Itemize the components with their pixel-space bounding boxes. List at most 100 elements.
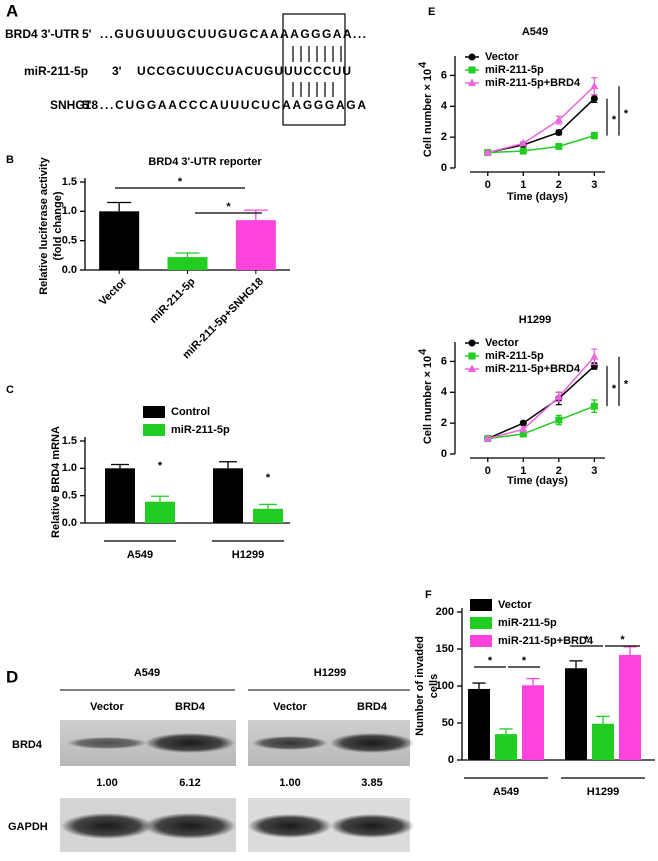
blot-band bbox=[145, 733, 235, 753]
panel-letter: E bbox=[428, 6, 435, 18]
sequence-panel: A BRD4 3'-UTR 5' ...GUGUUUGCUUGUGCAAAAGG… bbox=[5, 1, 366, 126]
panel-letter: A bbox=[6, 1, 18, 20]
marker bbox=[590, 402, 598, 410]
panel-letter: F bbox=[425, 589, 432, 601]
lane-label: Vector bbox=[273, 701, 307, 713]
y-tick-label: 0.0 bbox=[62, 517, 77, 529]
y-tick-label: 0 bbox=[441, 448, 447, 460]
bar bbox=[145, 501, 175, 523]
marker bbox=[554, 392, 563, 400]
legend-label: miR-211-5p+BRD4 bbox=[498, 635, 594, 647]
sequence-name: SNHG18 bbox=[50, 98, 98, 112]
sequence-end: 5' bbox=[82, 98, 92, 112]
x-tick-label: miR-211-5p bbox=[148, 276, 198, 326]
significance-label: * bbox=[226, 201, 231, 213]
x-tick-label: Vector bbox=[97, 275, 130, 308]
sequence: ...CUGGAACCCAUUUCUCAAGGGAGA bbox=[100, 98, 366, 112]
blot-band bbox=[144, 813, 236, 839]
legend-swatch bbox=[470, 635, 492, 647]
quantification: 6.12 bbox=[179, 777, 200, 789]
significance-label: * bbox=[266, 472, 271, 484]
blot-band bbox=[61, 813, 153, 839]
quantification: 3.85 bbox=[361, 777, 382, 789]
x-tick-label: A549 bbox=[493, 786, 519, 798]
legend-swatch bbox=[143, 424, 165, 436]
x-axis-label: Time (days) bbox=[507, 191, 568, 203]
marker bbox=[468, 66, 476, 74]
bar bbox=[522, 685, 544, 760]
y-axis-label: Relative luciferase activity bbox=[38, 156, 50, 294]
blot-band bbox=[67, 737, 147, 749]
marker bbox=[554, 115, 563, 124]
y-tick-label: 0 bbox=[441, 162, 447, 174]
x-tick-label: 2 bbox=[556, 179, 562, 191]
y-axis-label-superscript: 4 bbox=[417, 61, 429, 68]
legend-label: miR-211-5p bbox=[171, 424, 230, 436]
series-line bbox=[487, 405, 595, 440]
lane-label: BRD4 bbox=[175, 701, 206, 713]
y-tick-label: 0.0 bbox=[62, 264, 77, 276]
y-axis-label: Number of invaded bbox=[414, 636, 426, 736]
seed-box bbox=[282, 13, 346, 126]
panel-letter: B bbox=[6, 154, 14, 166]
sequence-end: 5' bbox=[82, 27, 92, 41]
x-tick-label: H1299 bbox=[587, 786, 619, 798]
y-tick-label: 1.0 bbox=[62, 462, 77, 474]
marker bbox=[555, 129, 563, 137]
blot-band bbox=[330, 814, 414, 838]
chart-title: A549 bbox=[522, 26, 548, 38]
series-line bbox=[487, 365, 595, 440]
y-tick-label: 1.5 bbox=[62, 176, 77, 188]
protein-label: BRD4 bbox=[12, 739, 43, 751]
pairing-lines bbox=[292, 46, 342, 97]
x-tick-label: 2 bbox=[556, 465, 562, 477]
significance-label: * bbox=[612, 114, 617, 126]
legend-label: Vector bbox=[485, 337, 519, 349]
marker bbox=[519, 424, 528, 433]
y-tick-label: 1.0 bbox=[62, 205, 77, 217]
x-tick-label: 1 bbox=[520, 179, 526, 191]
x-tick-label: 3 bbox=[591, 465, 597, 477]
sequence: UCCGCUUCCUACUGUUUCCCUU bbox=[137, 64, 351, 78]
bar bbox=[253, 508, 283, 523]
y-tick-label: 0.5 bbox=[62, 235, 77, 247]
series-line bbox=[487, 134, 595, 154]
marker bbox=[483, 148, 492, 156]
marker bbox=[468, 78, 476, 86]
bar bbox=[495, 734, 517, 760]
sequence-end: 3' bbox=[112, 64, 122, 78]
legend-label: Vector bbox=[485, 51, 519, 63]
y-tick-label: 4 bbox=[441, 100, 448, 112]
marker bbox=[555, 416, 563, 424]
y-axis-label: Cell number × 10 bbox=[422, 356, 434, 444]
y-tick-label: 100 bbox=[436, 680, 454, 692]
lane-label: BRD4 bbox=[357, 701, 388, 713]
y-tick-label: 50 bbox=[442, 717, 454, 729]
x-tick-label: 0 bbox=[485, 465, 491, 477]
bar bbox=[105, 468, 135, 523]
blot-band bbox=[248, 814, 332, 838]
x-tick-label: H1299 bbox=[232, 549, 264, 561]
marker bbox=[519, 147, 527, 155]
y-axis-label-superscript: 4 bbox=[417, 348, 429, 355]
chart-title: H1299 bbox=[519, 314, 551, 326]
y-tick-label: 2 bbox=[441, 131, 447, 143]
y-axis-label: Cell number × 10 bbox=[422, 69, 434, 157]
bar bbox=[619, 654, 641, 760]
series-line bbox=[487, 356, 595, 440]
x-axis-label: Time (days) bbox=[507, 475, 568, 487]
legend-label: miR-211-5p bbox=[485, 350, 544, 362]
y-tick-label: 4 bbox=[441, 386, 448, 398]
chart-title: BRD4 3'-UTR reporter bbox=[148, 156, 262, 168]
blot-band bbox=[252, 736, 328, 750]
x-tick-label: 0 bbox=[485, 179, 491, 191]
legend-label: miR-211-5p+BRD4 bbox=[485, 77, 581, 89]
y-tick-label: 6 bbox=[441, 69, 447, 81]
series-line bbox=[487, 98, 595, 154]
panel-letter: C bbox=[6, 384, 14, 396]
significance-label: * bbox=[584, 634, 589, 646]
sequence-name: miR-211-5p bbox=[24, 64, 88, 78]
quantification: 1.00 bbox=[279, 777, 300, 789]
x-tick-label: 1 bbox=[520, 465, 526, 477]
